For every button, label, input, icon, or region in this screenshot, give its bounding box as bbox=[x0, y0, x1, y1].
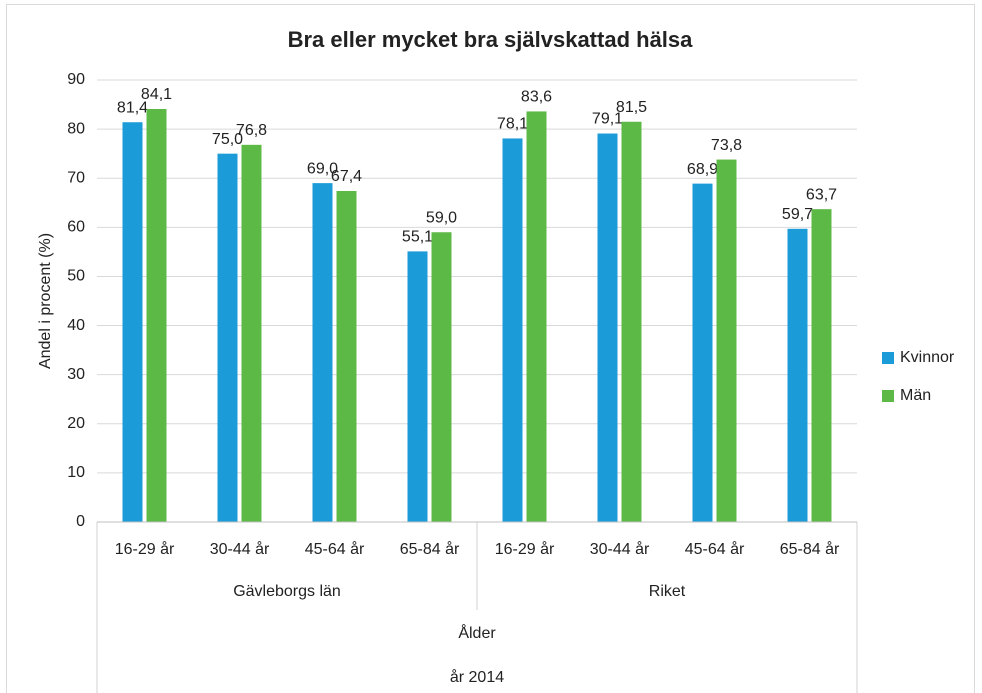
bar bbox=[146, 108, 167, 522]
data-label: 81,5 bbox=[616, 99, 647, 116]
data-label: 63,7 bbox=[806, 186, 837, 203]
bar bbox=[621, 121, 642, 522]
bar bbox=[811, 209, 832, 522]
chart-title: Bra eller mycket bra självskattad hälsa bbox=[288, 27, 694, 52]
data-label: 68,9 bbox=[687, 161, 718, 178]
chart-frame bbox=[6, 4, 975, 693]
data-label: 75,0 bbox=[212, 131, 243, 148]
bar bbox=[431, 232, 452, 522]
x-tick-label: 30-44 år bbox=[590, 540, 650, 558]
bar bbox=[787, 228, 808, 522]
group-label: Riket bbox=[649, 583, 686, 600]
x-tick-label: 30-44 år bbox=[210, 540, 270, 558]
bar bbox=[502, 138, 523, 523]
data-label: 78,1 bbox=[497, 116, 528, 133]
y-tick-label: 50 bbox=[67, 268, 85, 285]
data-label: 59,0 bbox=[426, 209, 457, 226]
legend-swatch bbox=[882, 390, 894, 402]
data-label: 84,1 bbox=[141, 86, 172, 103]
bar bbox=[597, 133, 618, 522]
legend-label: Män bbox=[900, 387, 931, 404]
y-tick-label: 70 bbox=[67, 169, 85, 186]
legend-swatch bbox=[882, 352, 894, 364]
x-tick-label: 16-29 år bbox=[495, 540, 555, 558]
y-tick-label: 60 bbox=[67, 219, 85, 236]
bar bbox=[217, 153, 238, 522]
bar bbox=[241, 144, 262, 522]
x-tick-label: 16-29 år bbox=[115, 540, 175, 558]
y-tick-label: 40 bbox=[67, 317, 85, 334]
bar bbox=[407, 251, 428, 523]
x-axis-label: Ålder bbox=[458, 623, 496, 642]
bar bbox=[122, 122, 143, 522]
bar bbox=[526, 111, 547, 522]
data-label: 59,7 bbox=[782, 206, 813, 223]
bar bbox=[716, 159, 737, 522]
y-tick-label: 0 bbox=[76, 513, 85, 530]
data-label: 76,8 bbox=[236, 122, 267, 139]
group-label: Gävleborgs län bbox=[233, 583, 341, 600]
data-label: 69,0 bbox=[307, 160, 338, 177]
y-tick-label: 30 bbox=[67, 366, 85, 383]
x-tick-label: 65-84 år bbox=[780, 540, 840, 558]
y-tick-label: 20 bbox=[67, 415, 85, 432]
x-tick-label: 65-84 år bbox=[400, 540, 460, 558]
bar bbox=[312, 183, 333, 522]
x-tick-label: 45-64 år bbox=[685, 540, 745, 558]
x-tick-label: 45-64 år bbox=[305, 540, 365, 558]
bar bbox=[336, 190, 357, 523]
y-axis-label: Andel i procent (%) bbox=[37, 233, 54, 369]
y-tick-label: 90 bbox=[67, 71, 85, 88]
data-label: 81,4 bbox=[117, 99, 148, 116]
data-label: 67,4 bbox=[331, 168, 362, 185]
data-label: 55,1 bbox=[402, 229, 433, 246]
data-label: 83,6 bbox=[521, 89, 552, 106]
legend-label: Kvinnor bbox=[900, 349, 955, 366]
note: år 2014 bbox=[450, 668, 504, 686]
bar bbox=[692, 183, 713, 522]
y-tick-label: 10 bbox=[67, 464, 85, 481]
y-tick-label: 80 bbox=[67, 120, 85, 137]
data-label: 73,8 bbox=[711, 137, 742, 154]
data-label: 79,1 bbox=[592, 111, 623, 128]
